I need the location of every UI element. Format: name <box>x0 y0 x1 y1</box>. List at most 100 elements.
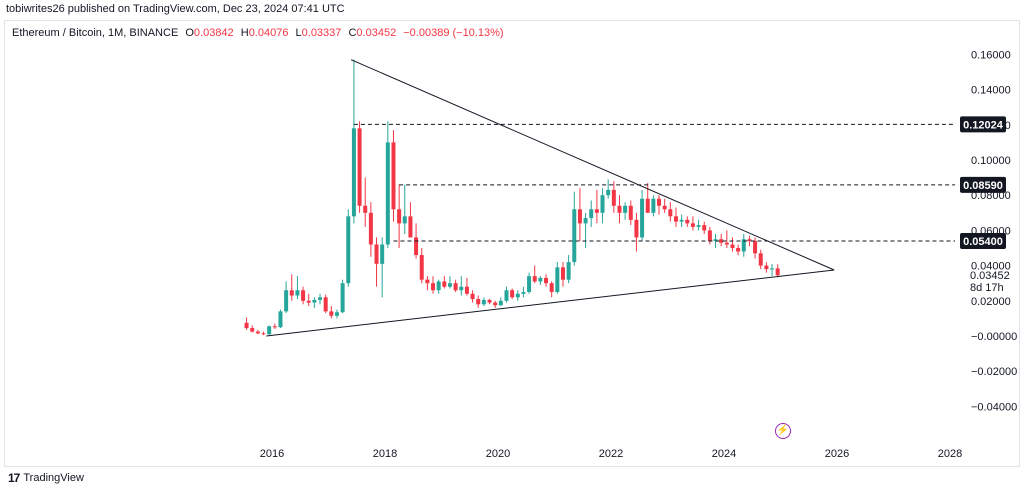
legend-open-value: 0.03842 <box>193 27 234 39</box>
candle-body <box>470 293 475 300</box>
candle-body <box>329 311 334 316</box>
candle-body <box>662 205 667 210</box>
candle-body <box>272 326 277 328</box>
candle-body <box>707 230 712 241</box>
price-tick-label: 0.14000 <box>971 85 1011 97</box>
price-tick-label: −0.02000 <box>971 366 1017 378</box>
candle-body <box>380 244 385 264</box>
candle-body <box>402 216 407 224</box>
candle-body <box>645 198 650 213</box>
candle-body <box>583 218 588 224</box>
candle-body <box>363 205 368 213</box>
candle-body <box>544 277 549 284</box>
candle-body <box>346 216 351 284</box>
time-tick-label: 2016 <box>260 448 284 460</box>
candle-body <box>736 248 741 252</box>
price-tick-label: 0.10000 <box>971 155 1011 167</box>
price-tick-label: −0.00000 <box>971 331 1017 343</box>
candle-body <box>442 281 447 287</box>
candle-body <box>250 328 255 332</box>
candle-body <box>668 209 673 217</box>
candle-body <box>498 300 503 306</box>
candle-body <box>640 198 645 238</box>
candle-body <box>334 312 339 316</box>
legend-high-label: H <box>240 27 249 39</box>
candle-body <box>278 311 283 328</box>
candle-body <box>623 205 628 213</box>
candle-body <box>414 237 419 256</box>
candle-body <box>696 225 701 227</box>
candle-body <box>611 189 616 206</box>
price-tick-label: 0.02000 <box>971 296 1011 308</box>
last-price-label: 0.03452 <box>970 270 1010 282</box>
flash-icon[interactable]: ⚡ <box>775 423 791 439</box>
candle-body <box>600 195 605 213</box>
candle-body <box>397 209 402 224</box>
candle-body <box>447 283 452 287</box>
candle-body <box>560 267 565 280</box>
candle-body <box>487 299 492 303</box>
candle-body <box>702 225 707 231</box>
price-tick-label: 0.08000 <box>971 190 1011 202</box>
candle-body <box>408 216 413 238</box>
candle-body <box>713 239 718 241</box>
legend-low-label: L <box>295 27 302 39</box>
candle-body <box>634 219 639 238</box>
candle-body <box>753 240 758 254</box>
candle-body <box>284 290 289 312</box>
chart-legend: Ethereum / Bitcoin, 1M, BINANCE O0.03842… <box>12 27 504 39</box>
candle-body <box>244 322 249 329</box>
time-tick-label: 2020 <box>486 448 510 460</box>
candle-body <box>385 142 390 245</box>
time-tick-label: 2024 <box>712 448 736 460</box>
candle-body <box>555 267 560 292</box>
time-tick-label: 2018 <box>373 448 397 460</box>
price-tick-label: −0.04000 <box>971 401 1017 413</box>
trend-line <box>266 269 835 337</box>
candle-body <box>255 331 260 334</box>
candle-body <box>577 209 582 224</box>
candle-body <box>657 198 662 206</box>
published-line: tobiwrites26 published on TradingView.co… <box>6 3 345 15</box>
price-tick-label: 0.04000 <box>971 261 1011 273</box>
candle-body <box>504 290 509 301</box>
candle-body <box>510 290 515 298</box>
candle-body <box>301 290 306 301</box>
legend-symbol: Ethereum / Bitcoin, 1M, BINANCE <box>12 27 179 39</box>
candle-body <box>340 283 345 313</box>
candle-body <box>566 262 571 280</box>
time-tick-label: 2026 <box>825 448 849 460</box>
candle-body <box>351 128 356 217</box>
candle-body <box>532 276 537 282</box>
candle-body <box>747 239 752 241</box>
candle-body <box>673 216 678 222</box>
footer-brand: TradingView <box>23 472 84 484</box>
candle-body <box>730 244 735 248</box>
candle-body <box>628 205 633 220</box>
candle-body <box>476 299 481 305</box>
legend-high-value: 0.04076 <box>248 27 289 39</box>
candle-body <box>589 209 594 219</box>
footer: 17 TradingView <box>8 471 84 485</box>
candle-body <box>606 189 611 196</box>
trend-line <box>350 59 835 271</box>
candle-body <box>391 142 396 210</box>
candle-body <box>436 281 441 291</box>
candle-body <box>538 277 543 282</box>
candle-body <box>651 198 656 213</box>
countdown-label: 8d 17h <box>970 282 1004 294</box>
candle-body <box>425 279 430 284</box>
legend-close-label: C <box>348 27 357 39</box>
candle-body <box>459 286 464 291</box>
candle-body <box>775 268 780 276</box>
candle-body <box>267 326 272 335</box>
tradingview-logo-icon: 17 <box>8 471 20 485</box>
candle-body <box>481 299 486 305</box>
candle-body <box>685 219 690 224</box>
candle-body <box>493 302 498 306</box>
candle-body <box>690 223 695 227</box>
candle-body <box>357 128 362 206</box>
candle-body <box>741 239 746 252</box>
candle-body <box>295 290 300 296</box>
